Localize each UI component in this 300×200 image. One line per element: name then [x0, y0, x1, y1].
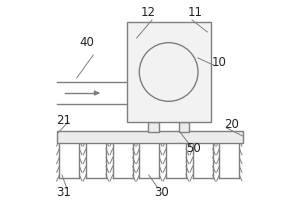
Text: 40: 40	[79, 36, 94, 48]
Text: 21: 21	[56, 114, 71, 127]
Text: 50: 50	[186, 142, 201, 154]
Text: 12: 12	[141, 5, 156, 19]
Bar	[179, 122, 189, 132]
Bar	[57, 131, 243, 143]
Text: 10: 10	[211, 55, 226, 68]
Text: 31: 31	[56, 186, 71, 198]
Text: 11: 11	[188, 5, 203, 19]
Text: 20: 20	[224, 118, 239, 132]
Bar	[148, 122, 159, 132]
Text: 30: 30	[154, 186, 169, 198]
Bar	[127, 22, 211, 122]
